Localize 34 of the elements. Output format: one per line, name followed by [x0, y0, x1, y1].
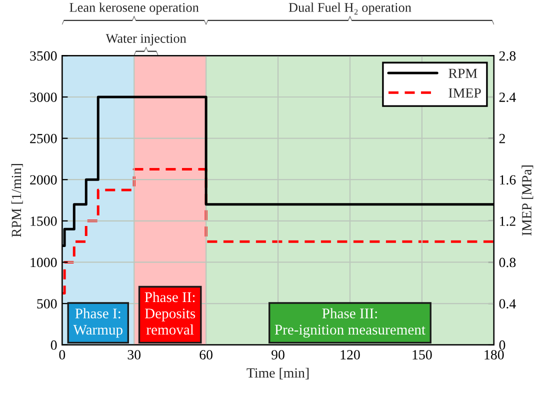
y-tick-label: 2000: [30, 175, 57, 185]
y2-tick-label: 0: [499, 340, 506, 350]
text: Water injection: [106, 34, 186, 46]
y-tick-label: 2500: [30, 134, 57, 144]
band-label: Phase I: Warmup: [73, 308, 122, 338]
y-tick-label: 500: [37, 299, 57, 308]
y2-tick-label: 1.2: [500, 216, 516, 226]
legend-label: RPM: [448, 68, 478, 78]
y-tick-label: 0: [50, 340, 57, 350]
y2-tick-label: 2.8: [499, 51, 516, 61]
y2-tick-label: 1.6: [500, 175, 516, 185]
x-tick-label: 90: [272, 350, 284, 360]
x-tick-label: 120: [340, 350, 360, 360]
legend-label: IMEP: [448, 88, 481, 98]
y-tick-label: 3000: [30, 92, 57, 102]
y2-tick-label: 2.4: [499, 92, 516, 102]
band-label: Phase II: Deposits removal: [144, 292, 196, 335]
x-axis-title: Time [min]: [246, 368, 309, 380]
y-tick-label: 1000: [30, 258, 57, 268]
text: Dual Fuel H₂ operation: [288, 2, 412, 15]
x-tick-label: 0: [59, 350, 66, 360]
y-tick-label: 3500: [30, 51, 57, 61]
y2-tick-label: 0.8: [499, 258, 516, 268]
band-label: Phase III: Pre-ignition measurement: [274, 308, 426, 338]
text: Lean kerosene operation: [70, 2, 199, 15]
x-tick-label: 150: [412, 350, 432, 360]
x-tick-label: 60: [200, 350, 212, 360]
y-tick-label: 1500: [30, 216, 57, 226]
x-tick-label: 30: [128, 350, 141, 360]
y2-tick-label: 0.4: [499, 299, 516, 309]
x-tick-label: 180: [484, 350, 504, 360]
y2-tick-label: 2: [499, 134, 505, 144]
y-axis-title: RPM [1/min]: [11, 164, 23, 238]
y2-axis-title: IMEP [MPa]: [522, 165, 534, 236]
